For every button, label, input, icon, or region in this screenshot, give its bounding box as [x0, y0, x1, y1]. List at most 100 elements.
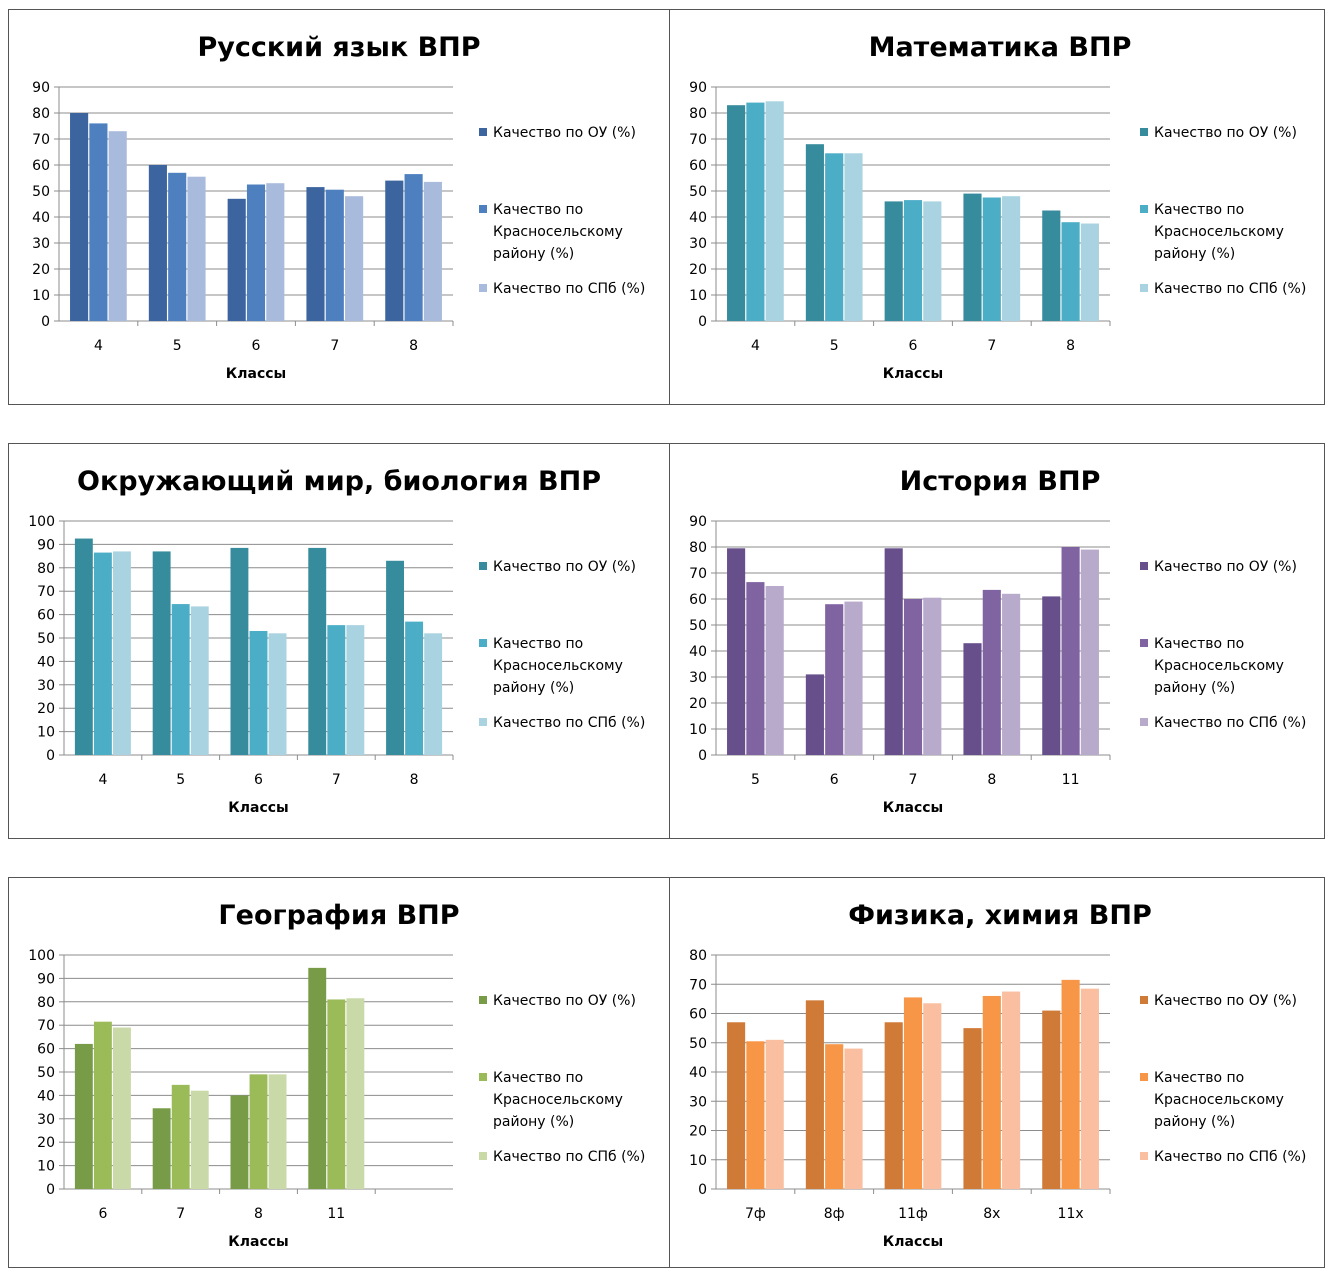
bar-7-series-3 [345, 196, 364, 321]
y-tick-label: 60 [37, 608, 55, 624]
y-tick-label: 40 [689, 644, 707, 660]
legend-swatch [1140, 718, 1148, 726]
chart-russian: Русский язык ВПР 0 10 20 30 40 50 60 70 80 90 4 5 6 7 8… [32, 32, 645, 382]
y-tick-label: 20 [689, 1124, 707, 1140]
y-tick-label: 80 [37, 995, 55, 1011]
x-tick-label: 5 [176, 772, 185, 788]
bar-8ф-series-2 [825, 1044, 844, 1189]
y-tick-label: 0 [46, 748, 55, 764]
x-tick-label: 4 [98, 772, 107, 788]
bar-5-series-1 [148, 165, 167, 321]
y-tick-label: 30 [37, 678, 55, 694]
legend-label: Качество по СПб (%) [1154, 281, 1306, 297]
legend-swatch [1140, 562, 1148, 570]
bar-5-series-2 [171, 604, 190, 755]
bar-8ф-series-3 [844, 1048, 863, 1189]
y-tick-label: 60 [689, 158, 707, 174]
bar-6-series-2 [246, 184, 266, 321]
bar-6-series-1 [74, 1043, 93, 1189]
bar-8-series-3 [268, 1074, 287, 1189]
bar-6-series-3 [266, 183, 285, 321]
bar-8-series-3 [1002, 593, 1021, 755]
chart-panel-math: Математика ВПР 0 10 20 30 40 50 60 70 80 90 4 5 6 7 8 Кл… [669, 9, 1325, 405]
y-tick-label: 60 [32, 158, 50, 174]
bar-8-series-3 [424, 633, 443, 755]
x-tick-label: 8ф [824, 1206, 845, 1222]
bar-4-series-3 [108, 131, 127, 321]
y-tick-label: 10 [689, 722, 707, 738]
bar-6-series-2 [249, 630, 268, 755]
x-tick-label: 8 [410, 772, 419, 788]
legend-label: Качество по СПб (%) [1154, 715, 1306, 731]
bar-8х-series-1 [963, 1028, 982, 1189]
legend-swatch [479, 205, 487, 213]
x-tick-label: 6 [252, 338, 261, 354]
bar-5-series-3 [844, 153, 863, 321]
y-tick-label: 0 [41, 314, 50, 330]
bar-7-series-3 [1002, 196, 1021, 321]
bar-7-series-2 [903, 599, 923, 755]
bar-7ф-series-3 [765, 1039, 784, 1189]
bar-5-series-1 [152, 551, 171, 755]
bar-7-series-1 [963, 193, 982, 321]
y-tick-label: 70 [689, 977, 707, 993]
y-tick-label: 30 [37, 1112, 55, 1128]
bar-7-series-3 [190, 1090, 209, 1189]
bar-8-series-2 [249, 1074, 268, 1189]
bar-8-series-1 [385, 180, 404, 321]
legend-label: Качество по Красносельскому району (%) [1154, 202, 1284, 262]
y-tick-label: 90 [37, 537, 55, 553]
y-tick-label: 0 [698, 314, 707, 330]
bar-7-series-2 [327, 625, 346, 755]
y-tick-label: 0 [46, 1182, 55, 1198]
chart-panel-physics-chemistry: Физика, химия ВПР 0 10 20 30 40 50 60 70 80 7ф 8ф 11… [669, 877, 1325, 1268]
legend-swatch [1140, 1073, 1148, 1081]
bar-11-series-2 [1061, 547, 1080, 755]
bar-5-series-3 [765, 586, 784, 755]
legend-label: Качество по СПб (%) [493, 1149, 645, 1165]
bar-4-series-1 [727, 105, 746, 321]
chart-physics-chemistry: Физика, химия ВПР 0 10 20 30 40 50 60 70 80 7ф 8ф 11… [689, 900, 1306, 1250]
y-tick-label: 80 [689, 106, 707, 122]
bar-5-series-2 [746, 582, 765, 755]
bar-8-series-2 [1061, 222, 1080, 321]
chart-panel-biology: Окружающий мир, биология ВПР 0 10 20 30 40 50 6… [8, 443, 670, 839]
x-tick-label: 8 [254, 1206, 263, 1222]
bar-8-series-2 [982, 589, 1001, 755]
y-tick-label: 50 [37, 631, 55, 647]
y-tick-label: 50 [689, 1036, 707, 1052]
bar-6-series-3 [268, 633, 287, 755]
x-tick-label: 8 [1066, 338, 1075, 354]
y-tick-label: 90 [689, 514, 707, 530]
y-tick-label: 10 [32, 288, 50, 304]
x-axis-title: Классы [228, 800, 288, 816]
y-tick-label: 40 [689, 1065, 707, 1081]
bar-4-series-2 [89, 123, 108, 322]
chart-history: История ВПР 0 10 20 30 40 50 60 70 80 90 5 6 7 8 11 Клас… [689, 466, 1306, 816]
x-tick-label: 11х [1058, 1206, 1084, 1222]
bar-6-series-2 [93, 1021, 112, 1189]
legend-swatch [1140, 205, 1148, 213]
y-tick-label: 70 [32, 132, 50, 148]
bar-4-series-1 [70, 113, 89, 321]
legend-label: Качество по СПб (%) [493, 715, 645, 731]
bar-6-series-3 [923, 201, 942, 321]
x-tick-label: 7 [176, 1206, 185, 1222]
legend-swatch [479, 128, 487, 136]
y-tick-label: 40 [32, 210, 50, 226]
bar-4-series-2 [93, 552, 112, 755]
x-tick-label: 4 [751, 338, 760, 354]
bar-8х-series-3 [1002, 991, 1021, 1189]
bar-4-series-3 [765, 101, 784, 321]
y-tick-label: 50 [32, 184, 50, 200]
y-tick-label: 80 [32, 106, 50, 122]
x-tick-label: 5 [173, 338, 182, 354]
bar-7-series-1 [152, 1108, 171, 1189]
y-tick-label: 10 [689, 1153, 707, 1169]
bar-8-series-3 [1080, 223, 1099, 321]
bar-8ф-series-1 [805, 1000, 824, 1189]
y-tick-label: 80 [37, 561, 55, 577]
y-tick-label: 80 [689, 540, 707, 556]
y-tick-label: 70 [689, 132, 707, 148]
y-tick-label: 100 [28, 514, 55, 530]
